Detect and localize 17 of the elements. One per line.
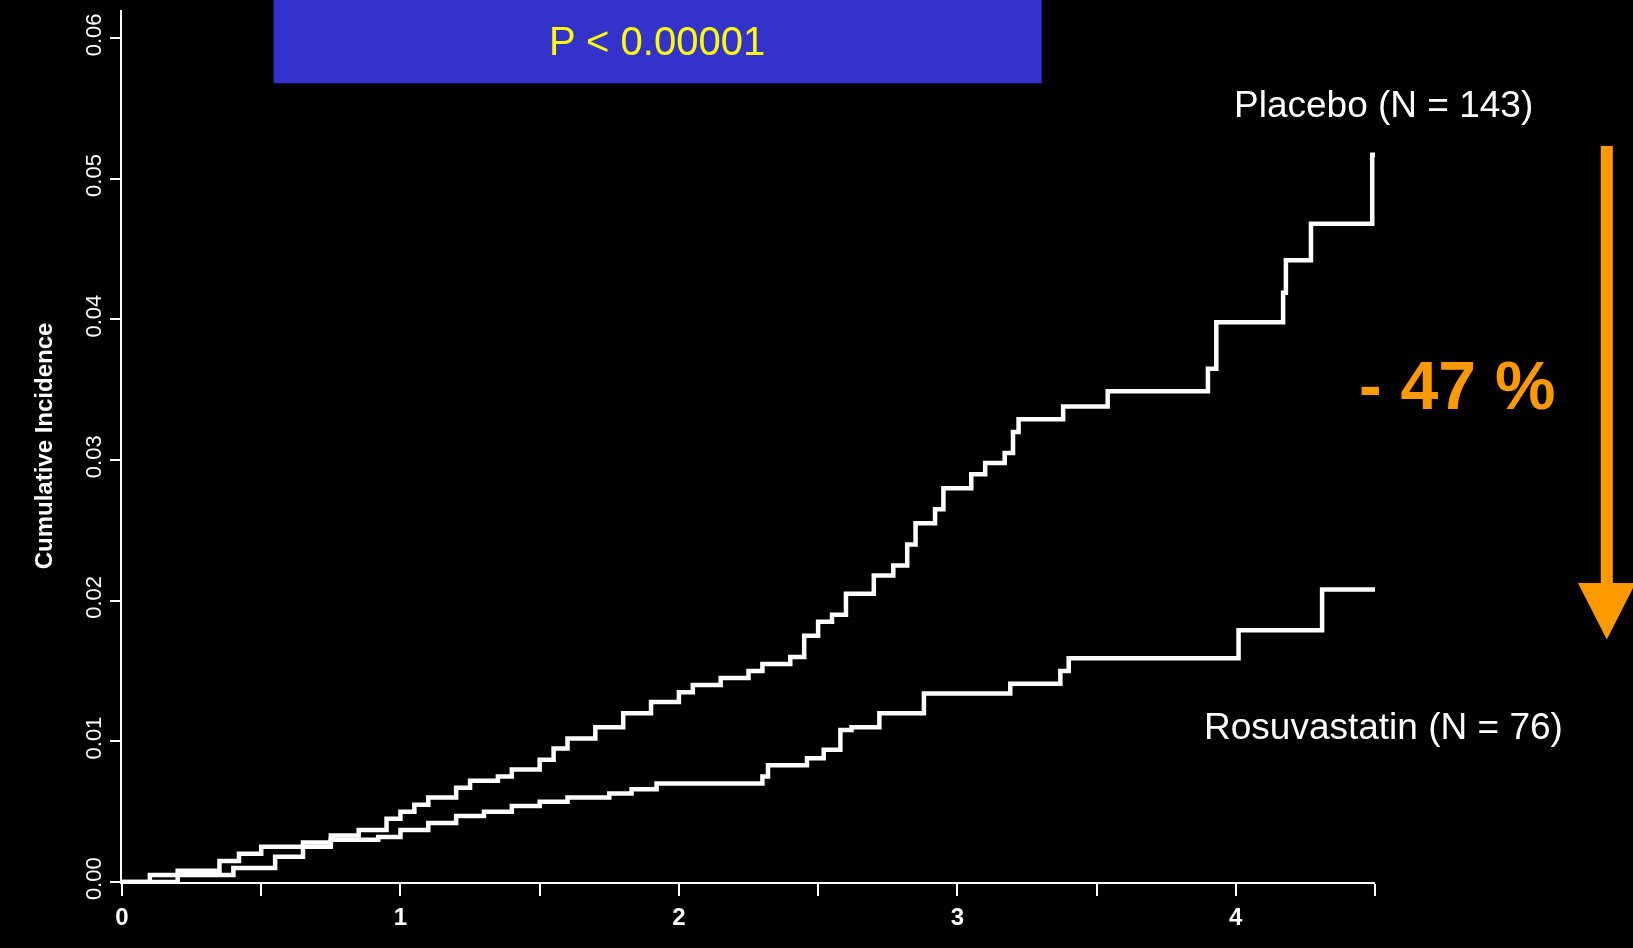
x-tick-label: 2 — [672, 902, 686, 930]
y-tick-label: 0.05 — [81, 154, 107, 197]
annotation: P < 0.00001 — [549, 19, 766, 63]
series-label: Rosuvastatin (N = 76) — [1204, 706, 1563, 747]
y-tick-label: 0.02 — [81, 576, 107, 619]
y-tick-label: 0.06 — [81, 13, 107, 57]
series-label: Placebo (N = 143) — [1234, 84, 1534, 125]
annotation: - 47 % — [1359, 347, 1556, 423]
x-tick-label: 3 — [950, 902, 965, 930]
y-axis-title: Cumulative Incidence — [29, 322, 57, 570]
y-tick-label: 0.03 — [81, 435, 107, 479]
x-tick-label: 0 — [115, 902, 129, 930]
x-tick-label: 1 — [393, 902, 408, 930]
x-tick-label: 4 — [1229, 902, 1244, 930]
y-tick-label: 0.01 — [81, 716, 107, 760]
y-tick-label: 0.00 — [81, 857, 107, 901]
y-tick-label: 0.04 — [81, 294, 107, 338]
